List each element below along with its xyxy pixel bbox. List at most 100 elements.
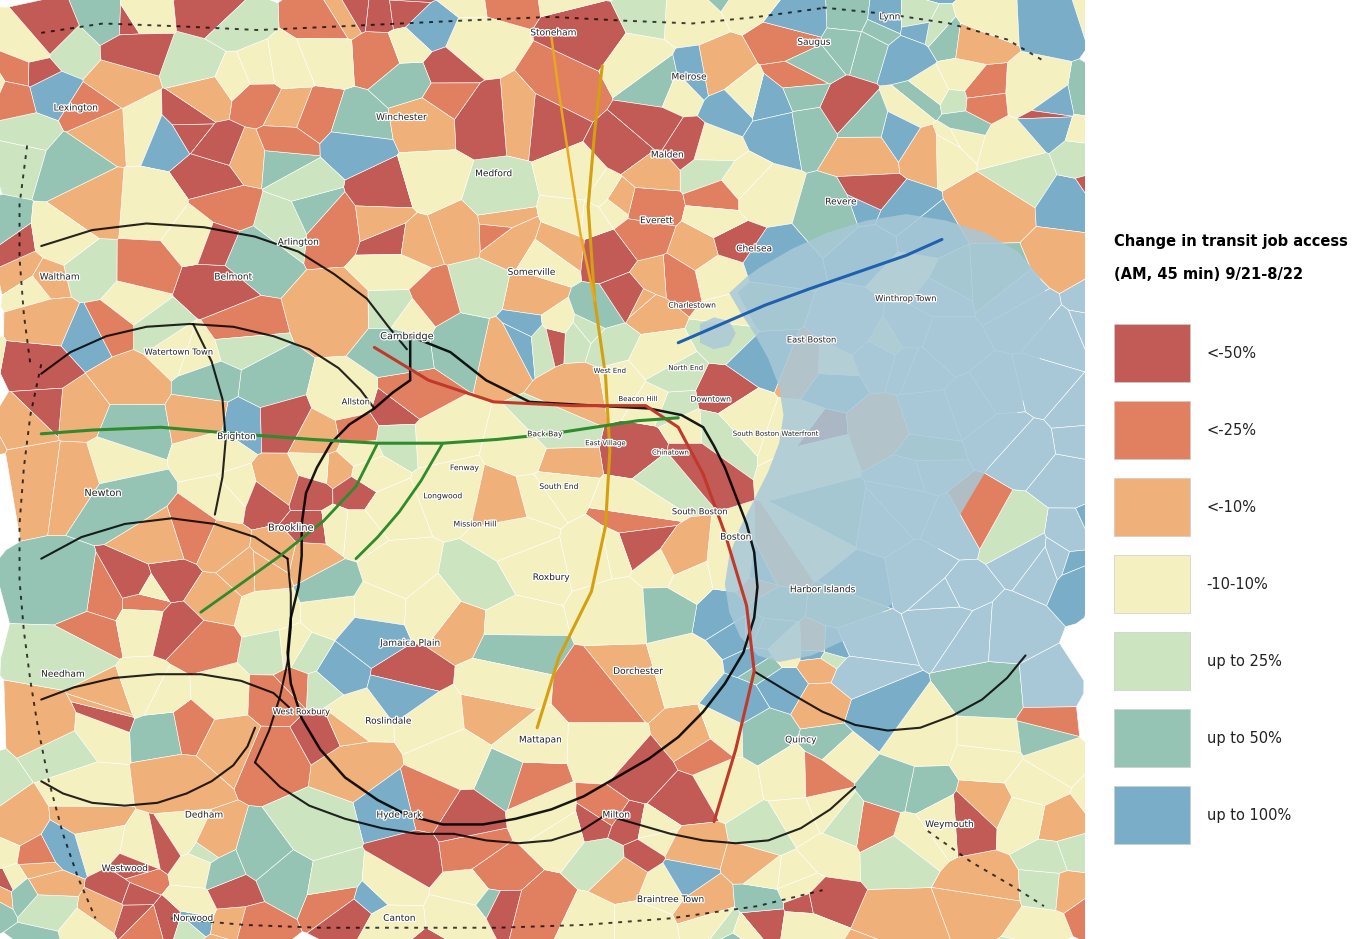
Polygon shape (599, 33, 676, 98)
Polygon shape (64, 666, 132, 715)
Polygon shape (29, 870, 85, 897)
Polygon shape (784, 894, 814, 914)
Polygon shape (893, 434, 968, 460)
Polygon shape (370, 643, 455, 691)
Polygon shape (760, 61, 829, 88)
Bar (1114, 401, 1190, 459)
Polygon shape (790, 683, 852, 729)
Polygon shape (637, 830, 678, 856)
Polygon shape (1006, 51, 1072, 118)
Polygon shape (796, 658, 837, 684)
Polygon shape (1057, 833, 1115, 876)
Polygon shape (51, 25, 101, 80)
Polygon shape (865, 252, 938, 303)
Polygon shape (1067, 59, 1115, 117)
Polygon shape (751, 618, 797, 650)
Polygon shape (673, 873, 734, 924)
Polygon shape (216, 463, 257, 507)
Polygon shape (225, 225, 307, 299)
Polygon shape (474, 316, 532, 404)
Polygon shape (351, 456, 412, 492)
Polygon shape (250, 524, 296, 574)
Polygon shape (1009, 839, 1067, 873)
Polygon shape (304, 192, 360, 269)
Polygon shape (281, 267, 369, 358)
Polygon shape (427, 200, 480, 265)
Polygon shape (478, 207, 538, 227)
Text: Mission Hill: Mission Hill (453, 519, 497, 529)
Polygon shape (143, 319, 198, 381)
Polygon shape (542, 297, 575, 333)
Polygon shape (962, 412, 1033, 472)
Polygon shape (1047, 563, 1095, 626)
Polygon shape (936, 134, 977, 192)
Polygon shape (601, 525, 632, 579)
Polygon shape (966, 93, 1009, 124)
Polygon shape (16, 834, 56, 865)
Text: Melrose: Melrose (672, 72, 707, 82)
Polygon shape (123, 89, 162, 166)
Polygon shape (207, 874, 265, 909)
Text: Chelsea: Chelsea (736, 244, 773, 254)
Polygon shape (677, 907, 734, 939)
Polygon shape (655, 391, 699, 427)
Polygon shape (784, 84, 830, 112)
Polygon shape (34, 762, 135, 807)
Polygon shape (583, 110, 655, 175)
Polygon shape (598, 361, 646, 423)
Text: Allston: Allston (341, 397, 370, 407)
Polygon shape (497, 537, 572, 606)
Text: Watertown Town: Watertown Town (145, 347, 213, 357)
Polygon shape (883, 301, 932, 348)
Polygon shape (1016, 707, 1080, 736)
Polygon shape (161, 87, 216, 125)
Polygon shape (296, 85, 344, 144)
Polygon shape (1076, 495, 1133, 537)
Polygon shape (388, 27, 431, 63)
Polygon shape (183, 572, 242, 626)
Polygon shape (950, 128, 986, 164)
Polygon shape (367, 675, 440, 723)
Polygon shape (177, 474, 246, 524)
Polygon shape (495, 310, 542, 337)
Polygon shape (646, 351, 708, 393)
Polygon shape (1091, 548, 1134, 576)
Polygon shape (953, 0, 1020, 46)
Polygon shape (49, 806, 136, 834)
Polygon shape (931, 850, 1020, 901)
Polygon shape (969, 350, 1025, 414)
Polygon shape (545, 889, 614, 939)
Polygon shape (474, 748, 523, 811)
Polygon shape (698, 89, 752, 137)
Polygon shape (718, 388, 778, 456)
Polygon shape (763, 0, 827, 38)
Polygon shape (378, 368, 470, 419)
Polygon shape (684, 933, 763, 939)
Polygon shape (238, 630, 284, 675)
Polygon shape (618, 526, 677, 571)
Polygon shape (942, 171, 1036, 244)
Polygon shape (153, 809, 212, 856)
Polygon shape (681, 206, 748, 238)
Polygon shape (18, 895, 79, 931)
Polygon shape (1050, 141, 1111, 178)
Polygon shape (534, 471, 601, 523)
Polygon shape (774, 327, 820, 400)
Text: Everett: Everett (640, 216, 673, 225)
Polygon shape (11, 878, 38, 917)
Polygon shape (66, 470, 177, 546)
Polygon shape (882, 112, 920, 162)
Polygon shape (255, 850, 313, 919)
Polygon shape (673, 45, 708, 100)
Polygon shape (0, 337, 5, 377)
Polygon shape (700, 409, 758, 480)
Polygon shape (57, 908, 123, 939)
Polygon shape (262, 158, 345, 201)
Polygon shape (822, 28, 861, 75)
Text: Somerville: Somerville (508, 268, 556, 277)
Text: Needham: Needham (41, 670, 85, 679)
Polygon shape (930, 244, 973, 301)
Polygon shape (520, 811, 584, 873)
Polygon shape (902, 0, 939, 27)
Polygon shape (925, 4, 955, 47)
